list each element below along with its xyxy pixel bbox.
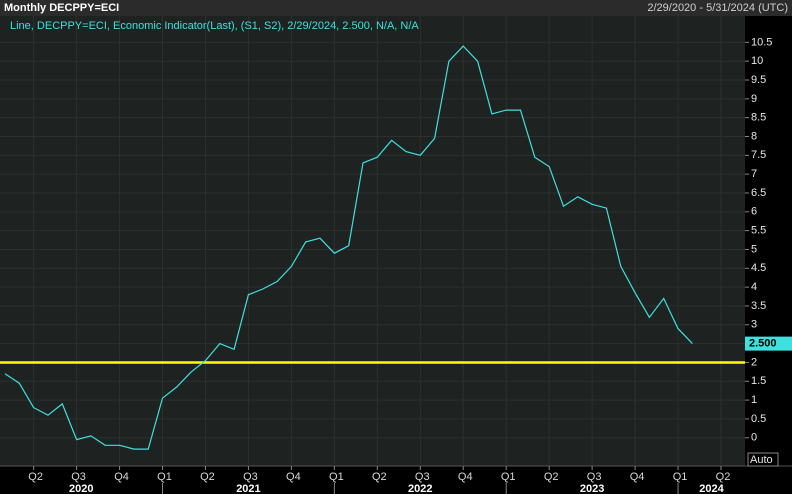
y-tick-label: 5.5 <box>751 225 766 237</box>
y-tick-label: 8.5 <box>751 112 766 124</box>
y-tick-label: 1.5 <box>751 375 766 387</box>
y-tick-label: 8 <box>751 130 757 142</box>
x-tick-label: Q1 <box>501 471 516 483</box>
x-group-label: 2023 <box>580 483 604 494</box>
legend-entry: Line, DECPPY=ECI, Economic Indicator(Las… <box>10 20 419 32</box>
y-tick-label: 2 <box>751 356 757 368</box>
y-tick-label: 1 <box>751 394 757 406</box>
last-value-label: 2.500 <box>749 338 777 350</box>
x-group-label: 2020 <box>69 483 93 494</box>
y-tick-label: 7 <box>751 168 757 180</box>
x-tick-label: Q4 <box>630 471 645 483</box>
y-tick-label: 9 <box>751 93 757 105</box>
x-group-label: 2022 <box>408 483 432 494</box>
auto-button-bg[interactable] <box>747 452 779 467</box>
y-tick-label: 4.5 <box>751 262 766 274</box>
x-tick-label: Q2 <box>200 471 215 483</box>
x-tick-label: Q3 <box>243 471 258 483</box>
x-group-label: 2021 <box>236 483 260 494</box>
x-tick-label: Q3 <box>415 471 430 483</box>
x-tick-label: Q4 <box>286 471 301 483</box>
x-tick-label: Q2 <box>544 471 559 483</box>
auto-button[interactable]: Auto <box>750 454 773 466</box>
y-tick-label: 3 <box>751 319 757 331</box>
y-tick-label: 9.5 <box>751 74 766 86</box>
x-tick-label: Q4 <box>458 471 473 483</box>
x-tick-label: Q1 <box>157 471 172 483</box>
x-group-label: 2024 <box>699 483 724 494</box>
x-tick-label: Q2 <box>372 471 387 483</box>
y-tick-label: 10 <box>751 55 763 67</box>
x-tick-label: Q3 <box>587 471 602 483</box>
header-bar <box>0 0 792 16</box>
y-tick-label: 10.5 <box>751 36 772 48</box>
y-tick-label: 6 <box>751 206 757 218</box>
y-tick-label: 0.5 <box>751 413 766 425</box>
x-tick-label: Q3 <box>71 471 86 483</box>
plot-area <box>0 16 745 466</box>
chart-title: Monthly DECPPY=ECI <box>4 2 119 14</box>
y-tick-label: 4 <box>751 281 757 293</box>
date-range: 2/29/2020 - 5/31/2024 (UTC) <box>647 2 788 14</box>
y-tick-label: 7.5 <box>751 149 766 161</box>
x-tick-label: Q2 <box>716 471 731 483</box>
y-tick-label: 6.5 <box>751 187 766 199</box>
series-line <box>4 45 693 450</box>
y-tick-label: 0 <box>751 432 757 444</box>
x-tick-label: Q2 <box>28 471 43 483</box>
x-tick-label: Q4 <box>114 471 129 483</box>
y-axis-area <box>745 16 792 466</box>
y-tick-label: 5 <box>751 243 757 255</box>
last-value-tag <box>745 336 792 351</box>
x-tick-label: Q1 <box>673 471 688 483</box>
x-tick-label: Q1 <box>329 471 344 483</box>
y-tick-label: 3.5 <box>751 300 766 312</box>
